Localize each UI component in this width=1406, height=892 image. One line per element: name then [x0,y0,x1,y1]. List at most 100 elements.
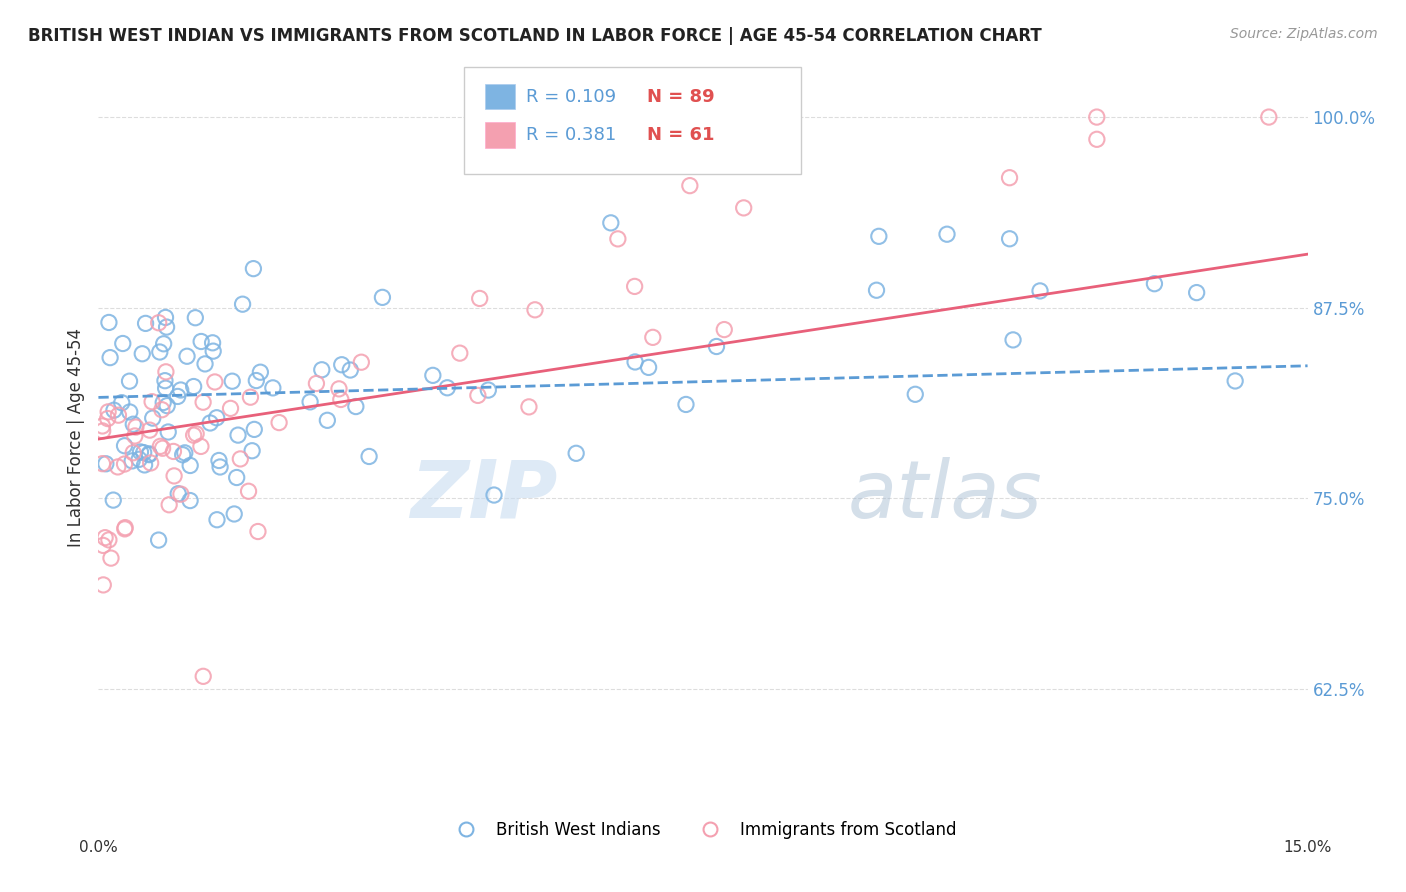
Point [328,382,350,396]
Point [205,410,228,425]
Point [262,381,284,395]
Point [97,533,120,547]
Point [936,227,959,242]
Point [91,578,114,592]
Point [1257,110,1279,124]
Point [204,375,226,389]
Point [1002,333,1025,347]
Point [97,316,120,330]
Point [125,420,148,434]
Point [170,383,193,397]
Point [477,383,499,397]
Point [170,487,193,501]
Point [107,408,129,422]
Point [240,443,263,458]
Text: Source: ZipAtlas.com: Source: ZipAtlas.com [1230,27,1378,41]
Point [162,444,184,458]
Point [1143,277,1166,291]
Point [179,493,201,508]
Point [138,448,160,462]
Point [467,388,489,402]
Bar [485,122,515,147]
Point [148,533,170,547]
Point [129,445,152,459]
Point [138,447,160,461]
Point [173,446,195,460]
Bar [485,84,515,110]
Point [523,302,546,317]
Point [242,261,264,276]
Point [100,551,122,566]
Point [179,458,201,473]
Point [221,374,243,388]
Point [675,397,697,411]
Point [565,446,588,460]
Point [201,335,224,350]
Legend: British West Indians, Immigrants from Scotland: British West Indians, Immigrants from Sc… [443,814,963,846]
Point [155,310,177,325]
Point [128,452,150,467]
Point [205,513,228,527]
Point [186,426,208,441]
Point [156,399,179,413]
Point [1085,132,1108,146]
Point [141,394,163,409]
Point [142,411,165,425]
Point [238,484,260,499]
Point [157,498,180,512]
Point [118,374,141,388]
Point [193,669,215,683]
Point [329,392,352,407]
Point [449,346,471,360]
Point [865,283,887,297]
Point [641,330,664,344]
Point [94,457,117,471]
Point [163,469,186,483]
Point [226,428,249,442]
Point [166,389,188,403]
Point [269,416,291,430]
Point [733,201,755,215]
Point [114,521,136,535]
Point [122,417,145,432]
Point [155,381,177,395]
Point [1185,285,1208,300]
Point [149,439,172,453]
Text: R = 0.381: R = 0.381 [526,126,617,144]
Text: 0.0%: 0.0% [79,840,118,855]
Point [103,403,125,417]
Point [359,450,381,464]
Point [118,405,141,419]
Point [153,374,176,388]
Point [202,344,225,359]
Point [198,416,221,430]
Point [637,360,659,375]
Point [243,422,266,436]
Point [1029,284,1052,298]
Point [194,357,217,371]
Point [482,488,505,502]
Point [150,402,173,417]
Point [183,428,205,442]
Point [149,345,172,359]
Point [232,297,254,311]
Point [111,395,134,409]
Point [606,232,628,246]
Point [94,531,117,545]
Point [706,339,728,353]
Point [183,379,205,393]
Point [111,336,134,351]
Point [155,365,177,379]
Point [998,232,1021,246]
Point [190,334,212,349]
Point [436,381,458,395]
Point [184,310,207,325]
Point [339,363,361,377]
Point [91,538,114,552]
Point [623,279,645,293]
Point [249,365,271,379]
Point [316,413,339,427]
Point [107,459,129,474]
Point [624,355,647,369]
Point [229,451,252,466]
